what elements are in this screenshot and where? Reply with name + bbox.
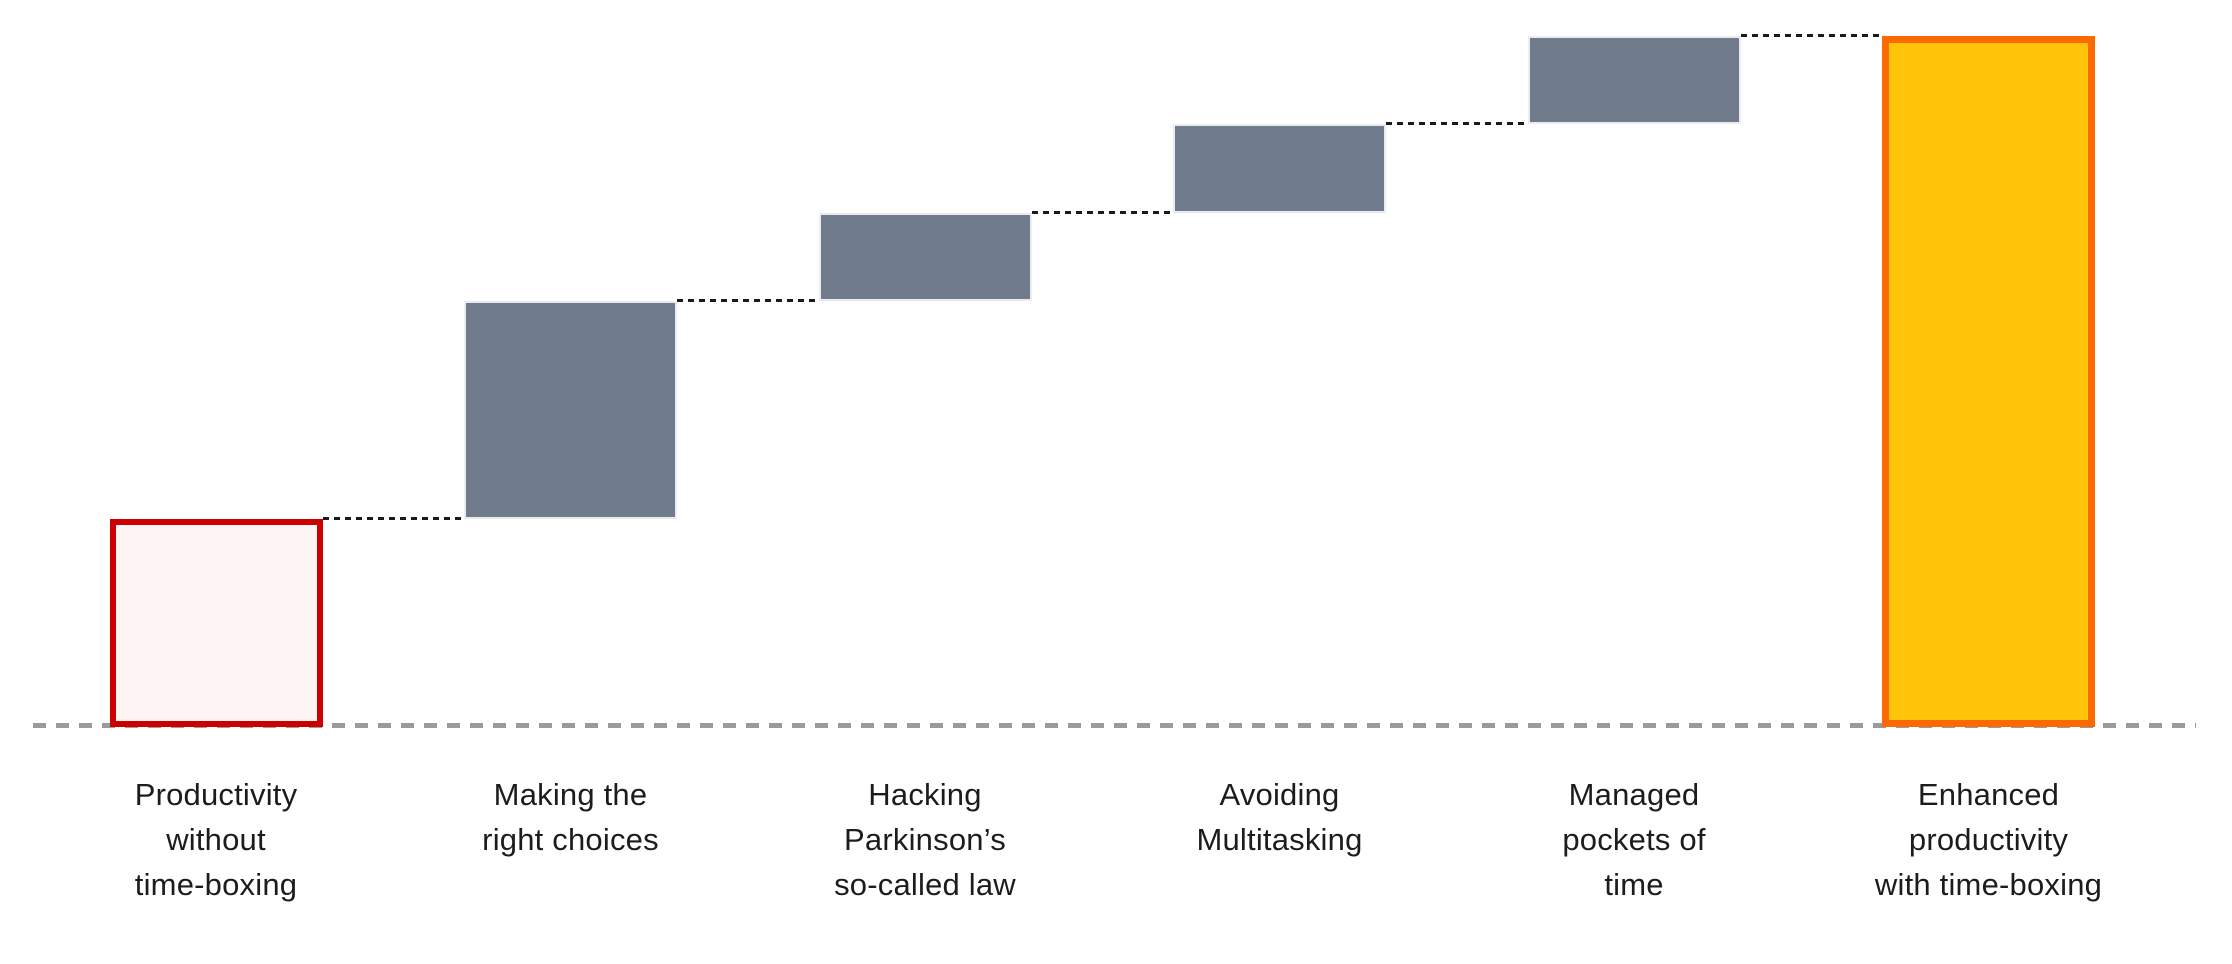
- bar-increase-4: [1527, 36, 1741, 125]
- bar-total-5: [1882, 36, 2095, 727]
- connector-dotted-line-1: [677, 299, 819, 303]
- bar-increase-1: [464, 301, 677, 519]
- connector-dotted-line-3: [1386, 122, 1528, 126]
- bar-increase-3: [1173, 124, 1386, 213]
- baseline-dashed-line: [33, 723, 2196, 728]
- category-label-4: Managed pockets of time: [1562, 777, 1706, 902]
- connector-dotted-line-4: [1740, 34, 1882, 37]
- connector-dotted-line-2: [1031, 210, 1173, 214]
- category-label-2: Hacking Parkinson’s so-called law: [834, 777, 1016, 902]
- category-label-0: Productivity without time-boxing: [134, 777, 298, 902]
- bar-start-0: [109, 519, 323, 727]
- category-label-3: Avoiding Multitasking: [1196, 777, 1363, 857]
- category-label-1: Making the right choices: [482, 777, 659, 857]
- bar-increase-2: [818, 212, 1032, 302]
- category-label-5: Enhanced productivity with time-boxing: [1874, 777, 2103, 902]
- connector-dotted-line-0: [322, 517, 464, 520]
